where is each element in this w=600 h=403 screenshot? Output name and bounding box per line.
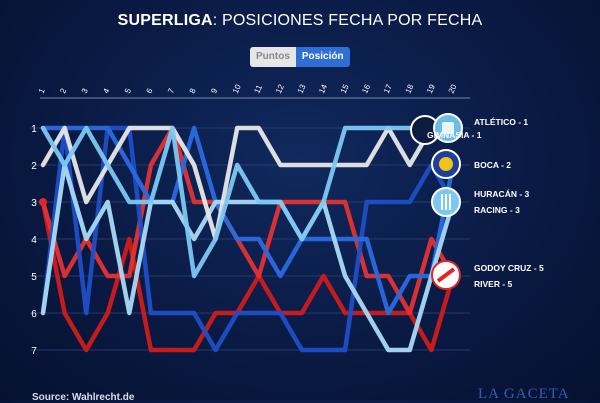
brand-logo: LA GACETA xyxy=(478,386,570,402)
river-sash-icon xyxy=(436,267,456,283)
x-axis-ticks: 1 2 3 4 5 6 7 8 9 10 11 12 13 14 15 16 17 18 19 20 xyxy=(37,82,459,94)
end-label: ATLÉTICO - 1 xyxy=(474,117,528,127)
x-tick-label: 9 xyxy=(209,87,219,95)
y-tick-label: 7 xyxy=(31,346,37,357)
end-labels: ATLÉTICO - 1 GIMNASIA - 1 BOCA - 2 HURACÁN … xyxy=(427,117,544,289)
series-line-river xyxy=(40,199,456,353)
end-label: RACING - 3 xyxy=(474,205,520,215)
x-tick-label: 14 xyxy=(317,82,329,94)
series-line-huracn xyxy=(40,162,456,353)
x-tick-label: 18 xyxy=(403,82,415,94)
x-tick-label: 1 xyxy=(37,87,47,95)
y-tick-label: 5 xyxy=(31,272,37,283)
title-bold: SUPERLIGA xyxy=(117,12,213,29)
x-tick-label: 4 xyxy=(101,87,111,95)
posicion-button[interactable]: Posición xyxy=(295,47,350,67)
series-line-racing xyxy=(40,125,456,353)
view-toggle: Puntos Posición xyxy=(250,47,350,67)
atletico-crest-icon xyxy=(442,122,454,134)
series-line-gimnasia xyxy=(40,125,456,242)
puntos-button[interactable]: Puntos xyxy=(250,47,296,67)
series-start-point xyxy=(39,198,47,206)
y-tick-label: 3 xyxy=(31,198,37,209)
x-tick-label: 20 xyxy=(447,82,459,94)
y-tick-label: 2 xyxy=(31,161,37,172)
end-label: BOCA - 2 xyxy=(474,160,511,170)
y-tick-label: 6 xyxy=(31,309,37,320)
title-rest: : POSICIONES FECHA POR FECHA xyxy=(212,12,483,29)
boca-crest-icon xyxy=(439,157,453,171)
series-line-atltico xyxy=(40,125,456,279)
y-axis-ticks: 1 2 3 4 5 6 7 xyxy=(31,124,37,357)
series-line-godoycruz xyxy=(40,125,456,316)
chart-title: SUPERLIGA: POSICIONES FECHA POR FECHA xyxy=(0,12,600,30)
x-tick-label: 11 xyxy=(252,83,264,95)
x-tick-label: 8 xyxy=(188,87,198,95)
end-label: HURACÁN - 3 xyxy=(474,189,530,199)
y-tick-label: 1 xyxy=(31,124,37,135)
end-label: GIMNASIA - 1 xyxy=(427,130,482,140)
end-label: GODOY CRUZ - 5 xyxy=(474,263,544,273)
team-badges xyxy=(410,113,463,290)
x-tick-label: 2 xyxy=(58,87,68,95)
x-tick-label: 5 xyxy=(123,87,133,95)
x-tick-label: 17 xyxy=(382,82,394,94)
x-tick-label: 3 xyxy=(80,87,90,95)
x-tick-label: 10 xyxy=(231,82,243,94)
x-tick-label: 7 xyxy=(166,87,176,95)
x-tick-label: 19 xyxy=(425,82,437,94)
x-tick-label: 6 xyxy=(145,87,155,95)
y-tick-label: 4 xyxy=(31,235,37,246)
x-tick-label: 13 xyxy=(296,82,308,94)
end-label: RIVER - 5 xyxy=(474,279,513,289)
x-tick-label: 12 xyxy=(274,82,286,94)
x-tick-label: 16 xyxy=(360,82,372,94)
x-tick-label: 15 xyxy=(339,82,351,94)
source-note: Source: Wahlrecht.de xyxy=(32,392,135,403)
series-line-boca xyxy=(40,125,456,316)
series-lines xyxy=(39,125,456,353)
